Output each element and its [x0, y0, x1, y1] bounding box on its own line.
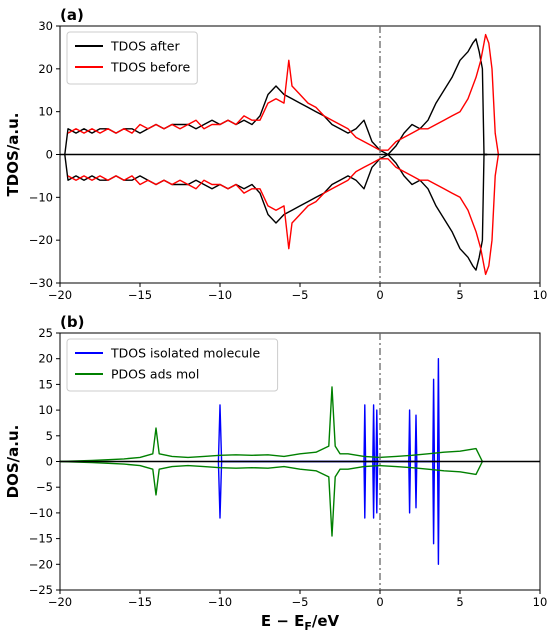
y-axis-title: TDOS/a.u.	[4, 113, 22, 197]
y-tick-label: 25	[38, 326, 53, 340]
x-tick-label: −10	[208, 595, 232, 609]
y-tick-label: −20	[29, 233, 53, 247]
legend-label: TDOS before	[110, 60, 191, 75]
x-axis-title: E − EF/eV	[261, 612, 340, 633]
panel-a: −20 −15 −10 −5 0 5 10−30−20−100102030TDOS/a.u.…	[4, 19, 547, 302]
legend-label: TDOS after	[110, 39, 180, 54]
panel-a-tag: (a)	[60, 6, 84, 24]
legend-label: PDOS ads mol	[111, 367, 199, 382]
x-tick-label: −20	[48, 595, 72, 609]
x-tick-label: 5	[456, 288, 463, 302]
legend-label: TDOS isolated molecule	[110, 346, 261, 361]
panel-b-tag: (b)	[60, 313, 84, 331]
y-tick-label: −5	[36, 480, 53, 494]
y-tick-label: −25	[29, 583, 53, 597]
series-line-mirror-tdos-before	[67, 154, 500, 276]
x-tick-label: −20	[48, 288, 72, 302]
y-tick-label: 10	[38, 403, 53, 417]
y-tick-label: −30	[29, 276, 53, 290]
panel-b: −20 −15 −10 −5 0 5 10−25−20−15−10−50510152025D…	[4, 326, 547, 633]
y-tick-label: 0	[46, 148, 53, 162]
x-tick-label: −5	[292, 288, 309, 302]
y-tick-label: −15	[29, 532, 53, 546]
x-tick-label: 10	[533, 288, 548, 302]
x-tick-label: 5	[456, 595, 463, 609]
x-tick-label: −5	[292, 595, 309, 609]
series-line-pdos-ads-mol	[59, 386, 484, 463]
series-line-tdos-after	[64, 38, 488, 156]
y-tick-label: 30	[38, 19, 53, 33]
legend-box	[66, 338, 279, 392]
y-tick-label: 20	[38, 352, 53, 366]
y-tick-label: 5	[46, 429, 53, 443]
series-line-mirror-pdos-ads-mol	[59, 460, 484, 537]
y-axis-title: DOS/a.u.	[4, 425, 22, 499]
x-tick-label: −15	[128, 288, 152, 302]
y-tick-label: −10	[29, 190, 53, 204]
y-tick-label: 15	[38, 377, 53, 391]
y-tick-label: −20	[29, 557, 53, 571]
x-tick-label: 0	[376, 288, 383, 302]
x-tick-label: −15	[128, 595, 152, 609]
y-tick-label: 10	[38, 105, 53, 119]
y-tick-label: 20	[38, 62, 53, 76]
y-tick-label: 0	[46, 455, 53, 469]
x-tick-label: −10	[208, 288, 232, 302]
y-tick-label: −10	[29, 506, 53, 520]
series-line-mirror-tdos-after	[64, 153, 488, 271]
series-line-tdos-before	[67, 33, 500, 155]
x-tick-label: 10	[533, 595, 548, 609]
x-tick-label: 0	[376, 595, 383, 609]
